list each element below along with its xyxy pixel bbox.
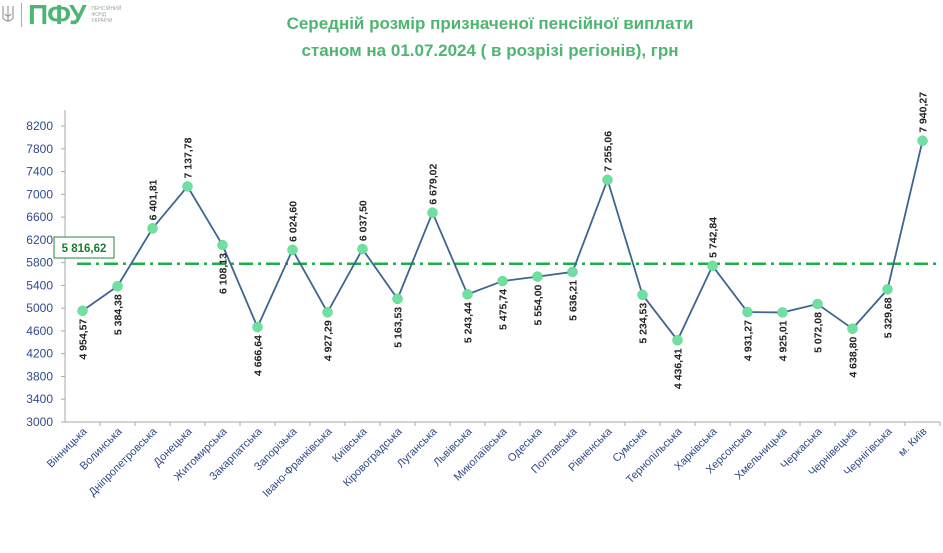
trident-icon [2, 6, 14, 22]
x-tick-label: Дніпропетровська [87, 425, 161, 499]
data-point [427, 207, 438, 218]
data-label: 5 234,53 [638, 303, 650, 344]
data-label: 4 666,64 [253, 335, 265, 376]
data-label: 4 436,41 [673, 348, 685, 389]
y-tick-label: 7800 [26, 142, 53, 156]
data-point [322, 307, 333, 318]
data-label: 5 072,08 [813, 312, 825, 353]
data-label: 7 255,06 [603, 131, 615, 172]
data-point [602, 174, 613, 186]
data-point [77, 305, 88, 316]
y-tick-label: 8200 [26, 119, 53, 133]
data-label: 4 925,01 [778, 320, 790, 361]
data-label: 4 931,27 [743, 320, 755, 361]
y-tick-label: 3800 [26, 369, 53, 383]
data-point [567, 266, 578, 278]
data-label: 5 475,74 [498, 289, 510, 330]
average-label: 5 816,62 [62, 243, 107, 255]
data-label: 7 137,78 [183, 137, 195, 178]
data-point [357, 243, 368, 255]
data-label: 5 384,38 [113, 294, 125, 335]
data-label: 6 024,60 [288, 201, 300, 242]
data-label: 6 401,81 [148, 179, 160, 220]
data-label: 5 636,21 [568, 280, 580, 321]
y-tick-label: 5000 [26, 301, 53, 315]
data-label: 5 243,44 [463, 302, 475, 343]
pfu-logo: ПФУ Пенсійний фонд України [0, 0, 127, 30]
y-tick-label: 6600 [26, 210, 53, 224]
data-label: 5 329,68 [883, 297, 895, 338]
data-point [672, 334, 683, 346]
y-tick-label: 5800 [26, 256, 53, 270]
chart-title: Середній розмір призначеної пенсійної ви… [286, 14, 694, 33]
data-point [917, 135, 928, 147]
data-label: 6 679,02 [428, 164, 440, 205]
y-tick-label: 4600 [26, 324, 53, 338]
data-label: 5 742,84 [708, 217, 720, 258]
data-point [287, 244, 298, 256]
data-point [777, 307, 788, 318]
data-point [812, 298, 823, 310]
data-point [147, 223, 158, 234]
data-point [217, 239, 228, 251]
data-point [112, 281, 123, 292]
data-label: 5 163,53 [393, 307, 405, 348]
logo-mark: ПФУ [28, 0, 86, 30]
y-tick-label: 5400 [26, 278, 53, 292]
data-label: 7 940,27 [918, 92, 930, 133]
data-label: 4 927,29 [323, 320, 335, 361]
data-point [392, 293, 403, 305]
data-point [637, 289, 648, 301]
data-point [707, 260, 718, 272]
average-label-box [53, 236, 115, 259]
data-point [497, 275, 508, 287]
data-label: 5 554,00 [533, 284, 545, 325]
data-label: 6 037,50 [358, 200, 370, 241]
data-label: 6 108,13 [218, 253, 230, 294]
y-tick-label: 6200 [26, 233, 53, 247]
logo-divider [21, 3, 22, 27]
data-point [462, 289, 473, 300]
logo-subtitle: Пенсійний фонд України [91, 6, 122, 24]
x-tick-label: Кіровоградська [341, 425, 405, 489]
x-tick-label: м. Київ [896, 426, 929, 459]
data-point [882, 284, 893, 295]
chart-subtitle: станом на 01.07.2024 ( в розрізі регіоні… [301, 41, 679, 60]
data-point [742, 306, 753, 318]
data-point [532, 271, 543, 282]
y-tick-label: 4200 [26, 347, 53, 361]
y-tick-label: 7000 [26, 187, 53, 201]
data-point [182, 181, 193, 192]
data-point [252, 321, 263, 333]
data-point [847, 323, 858, 334]
data-label: 4 638,80 [848, 337, 860, 378]
y-tick-label: 7400 [26, 165, 53, 179]
y-tick-label: 3000 [26, 415, 53, 429]
x-tick-label: Івано-Франківська [261, 425, 336, 500]
data-label: 4 954,57 [78, 319, 90, 360]
y-tick-label: 3400 [26, 392, 53, 406]
